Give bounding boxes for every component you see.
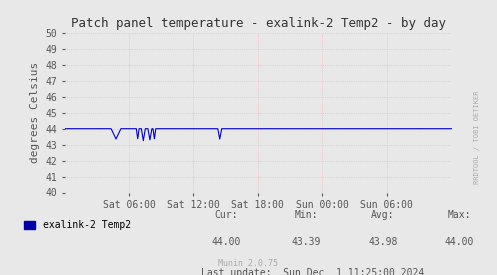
Text: Cur:: Cur: xyxy=(214,210,238,220)
Text: Avg:: Avg: xyxy=(371,210,395,220)
Text: Last update:  Sun Dec  1 11:25:00 2024: Last update: Sun Dec 1 11:25:00 2024 xyxy=(201,268,425,275)
Y-axis label: degrees Celsius: degrees Celsius xyxy=(30,62,40,163)
Text: 44.00: 44.00 xyxy=(211,237,241,247)
Text: Munin 2.0.75: Munin 2.0.75 xyxy=(219,260,278,268)
Text: RRDTOOL / TOBI OETIKER: RRDTOOL / TOBI OETIKER xyxy=(474,91,480,184)
Legend: exalink-2 Temp2: exalink-2 Temp2 xyxy=(20,217,135,234)
Text: 43.98: 43.98 xyxy=(368,237,398,247)
Text: 44.00: 44.00 xyxy=(444,237,474,247)
Text: 43.39: 43.39 xyxy=(291,237,321,247)
Title: Patch panel temperature - exalink-2 Temp2 - by day: Patch panel temperature - exalink-2 Temp… xyxy=(71,17,446,31)
Text: Max:: Max: xyxy=(447,210,471,220)
Text: Min:: Min: xyxy=(294,210,318,220)
